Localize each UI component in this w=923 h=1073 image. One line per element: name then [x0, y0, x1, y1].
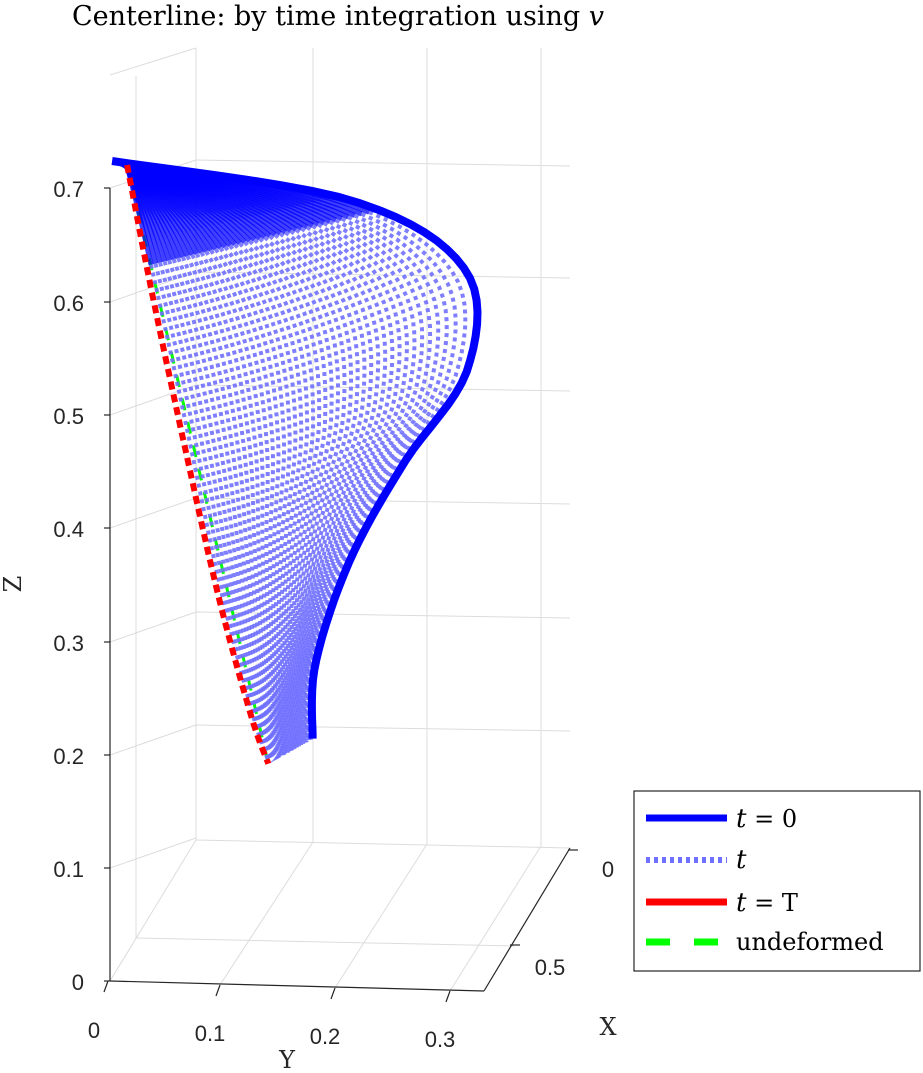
grid-line [449, 845, 542, 992]
series-t-snapshot [243, 240, 310, 754]
grid-line [109, 384, 197, 416]
series-t0-line [111, 157, 482, 739]
z-tick-label: 0.6 [53, 291, 84, 316]
legend-label-t0: t = 0 [736, 804, 797, 834]
grid-line [109, 839, 197, 982]
series-t-snapshot [304, 213, 449, 742]
series-t-snapshot [302, 216, 433, 743]
x-tick-label: 0 [602, 857, 614, 882]
grid-line [334, 843, 428, 989]
series-t-snapshot [279, 231, 354, 750]
z-tick-label: 0.7 [53, 177, 84, 202]
series-t-snapshot [284, 230, 360, 749]
y-tick-mark [215, 984, 221, 997]
y-tick-label: 0.3 [425, 1027, 456, 1052]
chart-title: Centerline: by time integration using v [72, 1, 604, 32]
y-tick-label: 0.1 [195, 1021, 226, 1046]
grid-line [219, 841, 314, 986]
series-t-snapshot [199, 251, 281, 759]
z-tick-label: 0.2 [53, 744, 84, 769]
series-t-snapshot [299, 219, 417, 744]
series-t-snapshot [209, 249, 283, 758]
y-axis-line [109, 980, 485, 992]
series-t-snapshot [273, 233, 347, 751]
series-t-snapshot [223, 245, 287, 756]
series-t-snapshot [268, 234, 340, 751]
series-t-snapshot [167, 259, 275, 762]
grid-line [195, 839, 571, 849]
legend-label-undeformed: undeformed [736, 928, 884, 956]
x-tick-label: 0.5 [535, 955, 566, 980]
chart-title-variable: v [589, 1, 604, 32]
series-t-snapshot [218, 246, 285, 757]
y-axis-label: Y [278, 1046, 296, 1073]
series-t-snapshot [238, 242, 304, 754]
series-t-snapshot [293, 226, 381, 747]
series-t-snapshot [214, 248, 284, 757]
series-tT-line [124, 164, 272, 765]
series-t-snapshot [171, 258, 276, 762]
axes [103, 187, 578, 1003]
z-tick-label: 0.1 [53, 857, 84, 882]
series-t-snapshot [295, 224, 395, 746]
series-t-snapshot [292, 228, 374, 748]
z-tick-label: 0 [72, 970, 84, 995]
grid-line [195, 384, 571, 392]
grid-line [109, 47, 197, 76]
data-layer [111, 157, 482, 765]
grid-line [109, 837, 197, 869]
series-t-snapshot [228, 244, 292, 756]
series-t-snapshot [306, 212, 458, 741]
series-t-snapshot [176, 257, 277, 761]
x-axis-label: X [599, 1013, 616, 1041]
legend: t = 0 t t = T undeformed [633, 790, 921, 972]
series-t-snapshot [233, 243, 298, 755]
series-t-snapshot [263, 235, 334, 752]
z-tick-label: 0.3 [53, 631, 84, 656]
series-t-snapshot [190, 253, 279, 760]
legend-label-t: t [736, 845, 747, 875]
grid-line [195, 159, 571, 167]
grid-line [109, 611, 197, 643]
grid-line [135, 937, 515, 947]
series-t-snapshot [253, 238, 322, 753]
y-tick-mark [330, 987, 336, 1000]
legend-label-tT: t = T [736, 888, 798, 918]
series-t-snapshot [181, 256, 278, 761]
z-tick-label: 0.5 [53, 404, 84, 429]
y-tick-label: 0.2 [310, 1024, 341, 1049]
series-t-snapshot [300, 218, 425, 744]
series-t-snapshot [289, 229, 367, 749]
x-axis-line [483, 847, 571, 992]
z-axis-label: Z [0, 576, 27, 593]
series-t-snapshot [195, 252, 280, 759]
y-tick-mark [103, 980, 109, 993]
grid-line [109, 724, 197, 756]
z-tick-label: 0.4 [53, 517, 84, 542]
y-tick-mark [445, 990, 451, 1003]
y-tick-label: 0 [88, 1018, 100, 1043]
tick-labels: 0 0.1 0.2 0.3 0.4 0.5 0.6 0.7 0 0.1 0.2 … [53, 177, 614, 1052]
grid-line [195, 271, 571, 279]
series-t-snapshot [185, 255, 279, 760]
series-t-snapshot [204, 250, 282, 758]
series-t-snapshot [258, 237, 328, 752]
series-t-snapshot [303, 215, 441, 742]
grid-line [109, 497, 197, 529]
